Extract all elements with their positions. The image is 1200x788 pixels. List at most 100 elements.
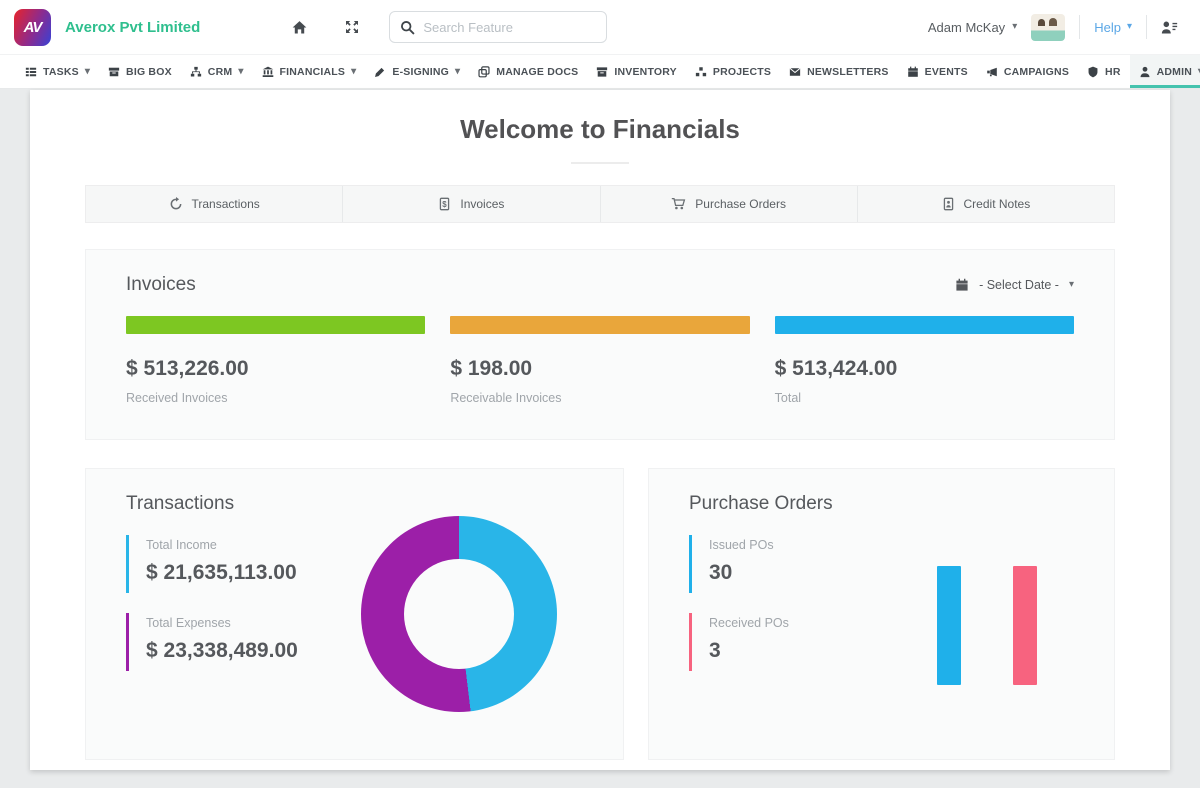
box-icon: [108, 67, 120, 76]
cart-icon: [672, 197, 686, 210]
stat-received-invoices: $ 513,226.00 Received Invoices: [126, 316, 426, 405]
archive-box-icon: [597, 66, 608, 77]
nav-item-newsletters[interactable]: NEWSLETTERS: [780, 55, 898, 88]
docs-icon: [478, 65, 490, 77]
tab-credit-notes[interactable]: Credit Notes: [858, 186, 1114, 222]
stat-label: Total: [774, 391, 802, 405]
nav-item-financials[interactable]: FINANCIALS ▾: [253, 55, 366, 88]
averox-logo[interactable]: AV: [14, 8, 51, 46]
stat-value: $ 198.00: [450, 357, 533, 380]
home-icon[interactable]: [292, 20, 307, 35]
receivable-invoices-bar: [450, 316, 750, 334]
caret-down-icon: ▾: [455, 65, 461, 77]
caret-down-icon: ▾: [84, 65, 91, 77]
svg-text:$: $: [443, 200, 448, 209]
purchase-orders-card-title: Purchase Orders: [689, 493, 833, 514]
nav-item-inventory[interactable]: INVENTORY: [587, 55, 685, 88]
section-tabs: Transactions $ Invoices Purchase Orders …: [85, 185, 1115, 223]
stat-label: Received Invoices: [126, 391, 228, 405]
stat-label: Received POs: [709, 616, 789, 630]
stat-total-expenses: Total Expenses $ 23,338,489.00: [126, 613, 361, 671]
cubes-icon: [695, 66, 707, 76]
stat-value: $ 513,226.00: [126, 357, 249, 380]
stat-total-invoices: $ 513,424.00 Total: [774, 316, 1074, 405]
invoices-card: Invoices - Select Date - ▾ $ 513,226.00 …: [85, 249, 1115, 440]
top-header: AV Averox Pvt Limited Adam McKay ▾ Help …: [0, 0, 1200, 55]
stat-total-income: Total Income $ 21,635,113.00: [126, 535, 361, 593]
nav-label: FINANCIALS: [279, 65, 346, 78]
tab-label: Credit Notes: [963, 197, 1031, 211]
date-filter-label: - Select Date -: [979, 278, 1059, 292]
stat-received-pos: Received POs 3: [689, 613, 924, 671]
search-bar[interactable]: [389, 11, 608, 43]
user-avatar[interactable]: [1031, 13, 1066, 41]
calendar-icon: [907, 66, 918, 77]
received-pos-bar: [1013, 566, 1037, 685]
nav-item-events[interactable]: EVENTS: [898, 55, 977, 88]
title-divider: [571, 162, 629, 164]
header-divider: [1079, 15, 1081, 39]
nav-label: TASKS: [43, 65, 79, 78]
stat-receivable-invoices: $ 198.00 Receivable Invoices: [450, 316, 750, 405]
nav-label: HR: [1105, 65, 1121, 78]
nav-label: INVENTORY: [614, 65, 677, 78]
user-name-label: Adam McKay: [927, 19, 1006, 35]
nav-item-admin[interactable]: ADMIN ▾: [1129, 55, 1200, 88]
nav-item-manage-docs[interactable]: MANAGE DOCS: [469, 55, 587, 88]
nav-item-projects[interactable]: PROJECTS: [686, 55, 780, 88]
nav-label: MANAGE DOCS: [496, 65, 579, 78]
user-menu[interactable]: Adam McKay ▾: [928, 20, 1017, 35]
stat-value: 30: [709, 561, 733, 584]
stat-label: Total Expenses: [146, 616, 231, 630]
caret-down-icon: ▾: [238, 65, 244, 77]
caret-down-icon: ▾: [1126, 21, 1132, 32]
tab-purchase-orders[interactable]: Purchase Orders: [601, 186, 858, 222]
invoice-dollar-icon: $: [440, 197, 450, 211]
page-title: Welcome to Financials: [460, 114, 740, 144]
nav-item-e-signing[interactable]: E-SIGNING ▾: [365, 55, 469, 88]
caret-down-icon: ▾: [1198, 66, 1200, 77]
shield-icon: [1088, 66, 1098, 77]
stat-label: Issued POs: [709, 538, 774, 552]
help-label: Help: [1094, 19, 1121, 35]
bank-icon: [262, 66, 273, 77]
issued-pos-bar: [937, 566, 961, 685]
stat-value: $ 21,635,113.00: [146, 561, 297, 584]
user-list-icon[interactable]: [1161, 20, 1178, 35]
tab-label: Invoices: [460, 197, 505, 211]
expand-arrows-icon[interactable]: [345, 20, 359, 35]
tab-label: Transactions: [191, 197, 260, 211]
nav-label: EVENTS: [924, 65, 968, 78]
stat-label: Receivable Invoices: [450, 391, 562, 405]
purchase-orders-card: Purchase Orders Issued POs 30 Received P…: [648, 468, 1115, 760]
caret-down-icon: ▾: [351, 65, 357, 77]
company-name: Averox Pvt Limited: [65, 18, 201, 36]
stat-issued-pos: Issued POs 30: [689, 535, 924, 593]
transactions-donut-chart: [361, 516, 557, 712]
user-icon: [1140, 66, 1150, 77]
nav-item-crm[interactable]: CRM ▾: [181, 55, 253, 88]
stat-label: Total Income: [146, 538, 217, 552]
pen-icon: [375, 67, 385, 77]
main-navbar: TASKS ▾ BIG BOX CRM ▾ FINANCIALS ▾ E-SIG…: [0, 55, 1200, 89]
tab-transactions[interactable]: Transactions: [86, 186, 344, 222]
stat-value: $ 513,424.00: [774, 357, 898, 380]
nav-label: PROJECTS: [712, 65, 772, 78]
nav-label: NEWSLETTERS: [807, 65, 889, 78]
nav-item-tasks[interactable]: TASKS ▾: [16, 55, 99, 88]
search-input[interactable]: [423, 19, 597, 35]
nav-item-hr[interactable]: HR: [1078, 55, 1130, 88]
tab-invoices[interactable]: $ Invoices: [343, 186, 601, 222]
tab-label: Purchase Orders: [695, 197, 786, 211]
stat-value: 3: [709, 639, 721, 662]
nav-item-campaigns[interactable]: CAMPAIGNS: [977, 55, 1078, 88]
date-filter-dropdown[interactable]: - Select Date - ▾: [955, 278, 1074, 292]
nav-item-big-box[interactable]: BIG BOX: [99, 55, 181, 88]
credit-note-icon: [943, 197, 953, 211]
help-menu[interactable]: Help ▾: [1094, 20, 1132, 35]
main-content-panel: Welcome to Financials Transactions $ Inv…: [30, 90, 1170, 770]
nav-label: ADMIN: [1156, 65, 1193, 78]
nav-label: CRM: [207, 65, 233, 78]
nav-label: E-SIGNING: [392, 65, 450, 78]
caret-down-icon: ▾: [1012, 21, 1018, 32]
